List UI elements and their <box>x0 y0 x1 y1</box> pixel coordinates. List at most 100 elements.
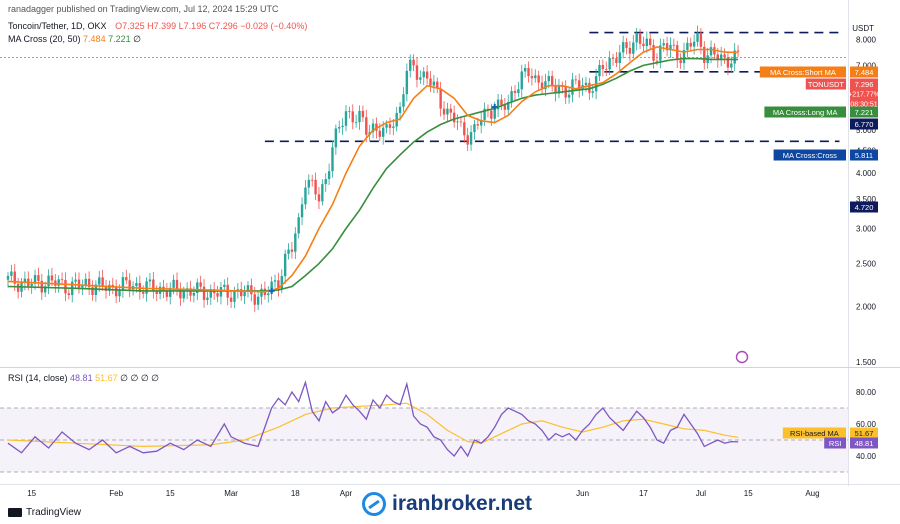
ma-short-tag-label-box <box>759 66 846 78</box>
time-tick-label: Feb <box>109 489 123 498</box>
ma-short-tag-label: MA Cross:Short MA <box>770 68 836 77</box>
rsi-label[interactable]: RSI (14, close) <box>8 373 68 383</box>
candle-body <box>730 63 733 68</box>
candle-body <box>550 76 554 87</box>
candle-body <box>246 285 250 292</box>
rsi-legend: RSI (14, close) 48.81 51.67 ∅ ∅ ∅ ∅ <box>8 373 159 384</box>
candle-body <box>300 204 304 218</box>
tradingview-brand: TradingView <box>26 507 82 518</box>
candle-body <box>584 82 588 86</box>
candle-body <box>60 279 64 281</box>
candle-body <box>57 279 60 286</box>
ma-short-value: 7.484 <box>83 34 106 44</box>
candle-body <box>219 287 223 297</box>
candle-body <box>392 126 395 128</box>
candle-body <box>689 42 692 47</box>
candle-body <box>703 46 706 63</box>
candle-body <box>726 57 730 68</box>
candle-body <box>233 291 236 302</box>
candle-body <box>523 67 527 72</box>
candle-body <box>311 179 314 181</box>
candle-body <box>327 171 331 180</box>
candle-body <box>733 50 736 64</box>
candle-body <box>354 122 358 123</box>
candle-body <box>344 111 348 126</box>
time-tick-label: 18 <box>291 489 300 498</box>
candle-body <box>638 33 642 44</box>
candle-body <box>182 291 185 299</box>
level-6770-tag-value-box <box>850 118 878 130</box>
candle-body <box>118 290 121 297</box>
pane-divider[interactable] <box>0 367 900 368</box>
publisher-note: ranadagger published on TradingView.com,… <box>8 4 279 14</box>
candle-body <box>108 284 111 291</box>
candle-body <box>388 124 392 128</box>
rsi-ma-tag-label: RSI-based MA <box>790 429 839 438</box>
candle-body <box>554 86 557 94</box>
candle-body <box>148 279 152 282</box>
level-4720-tag-value-box <box>850 201 878 213</box>
time-tick-label: Apr <box>340 489 353 498</box>
candle-body <box>223 284 226 288</box>
low-value: L7.196 <box>178 21 207 31</box>
candle-body <box>260 288 263 297</box>
candle-body <box>510 91 513 102</box>
candle-body <box>189 288 192 296</box>
candle-body <box>544 81 547 90</box>
ma-legend: MA Cross (20, 50) 7.484 7.221 ∅ <box>8 34 141 45</box>
time-tick-label: Jun <box>576 489 589 498</box>
candle-body <box>91 287 94 295</box>
rsi-extra-values: ∅ ∅ ∅ ∅ <box>120 373 160 383</box>
symbol-name[interactable]: Toncoin/Tether, 1D, OKX <box>8 21 107 31</box>
candle-body <box>615 58 618 64</box>
ma-long-tag-value: 7.221 <box>855 108 874 117</box>
candle-body <box>635 33 638 43</box>
candle-body <box>324 179 327 185</box>
candle-body <box>175 279 179 290</box>
ma-cross-marker <box>268 287 275 294</box>
candle-body <box>547 76 550 82</box>
candle-body <box>449 108 452 113</box>
candle-body <box>419 77 422 80</box>
rsi-tick-label: 40.00 <box>856 452 877 461</box>
tradingview-footer[interactable]: TradingView <box>8 507 81 518</box>
candle-body <box>642 43 645 47</box>
candle-body <box>375 123 378 131</box>
candle-body <box>253 294 256 305</box>
rsi-tag-label-box <box>824 437 846 449</box>
time-tick-label: 17 <box>639 489 648 498</box>
candle-body <box>13 271 16 284</box>
time-tick-label: 15 <box>27 489 36 498</box>
watermark-text: iranbroker.net <box>392 492 533 515</box>
candle-body <box>229 297 233 302</box>
candle-body <box>483 108 486 120</box>
time-tick-label: Mar <box>224 489 238 498</box>
candle-body <box>152 279 155 292</box>
candle-body <box>490 110 493 119</box>
candle-body <box>6 275 10 280</box>
candle-body <box>10 271 13 276</box>
candle-body <box>402 94 405 107</box>
candle-body <box>632 42 635 54</box>
ma-short-tag-value-box <box>850 66 878 78</box>
candle-body <box>121 277 125 291</box>
candle-body <box>338 127 341 129</box>
candle-body <box>267 293 270 296</box>
candle-body <box>240 289 243 297</box>
ma-cross-tag-label-box <box>773 149 846 161</box>
candle-body <box>243 291 246 297</box>
candle-body <box>98 277 101 285</box>
candle-body <box>358 110 361 123</box>
candle-body <box>415 65 419 80</box>
candle-body <box>409 59 412 71</box>
ma-label[interactable]: MA Cross (20, 50) <box>8 34 81 44</box>
candle-body <box>142 292 145 294</box>
candle-body <box>351 111 354 123</box>
candle-body <box>496 99 500 110</box>
candle-body <box>476 124 480 126</box>
lightning-icon <box>735 350 749 364</box>
candle-body <box>540 82 544 90</box>
candle-body <box>463 122 466 136</box>
rsi-tag-label: RSI <box>829 439 842 448</box>
